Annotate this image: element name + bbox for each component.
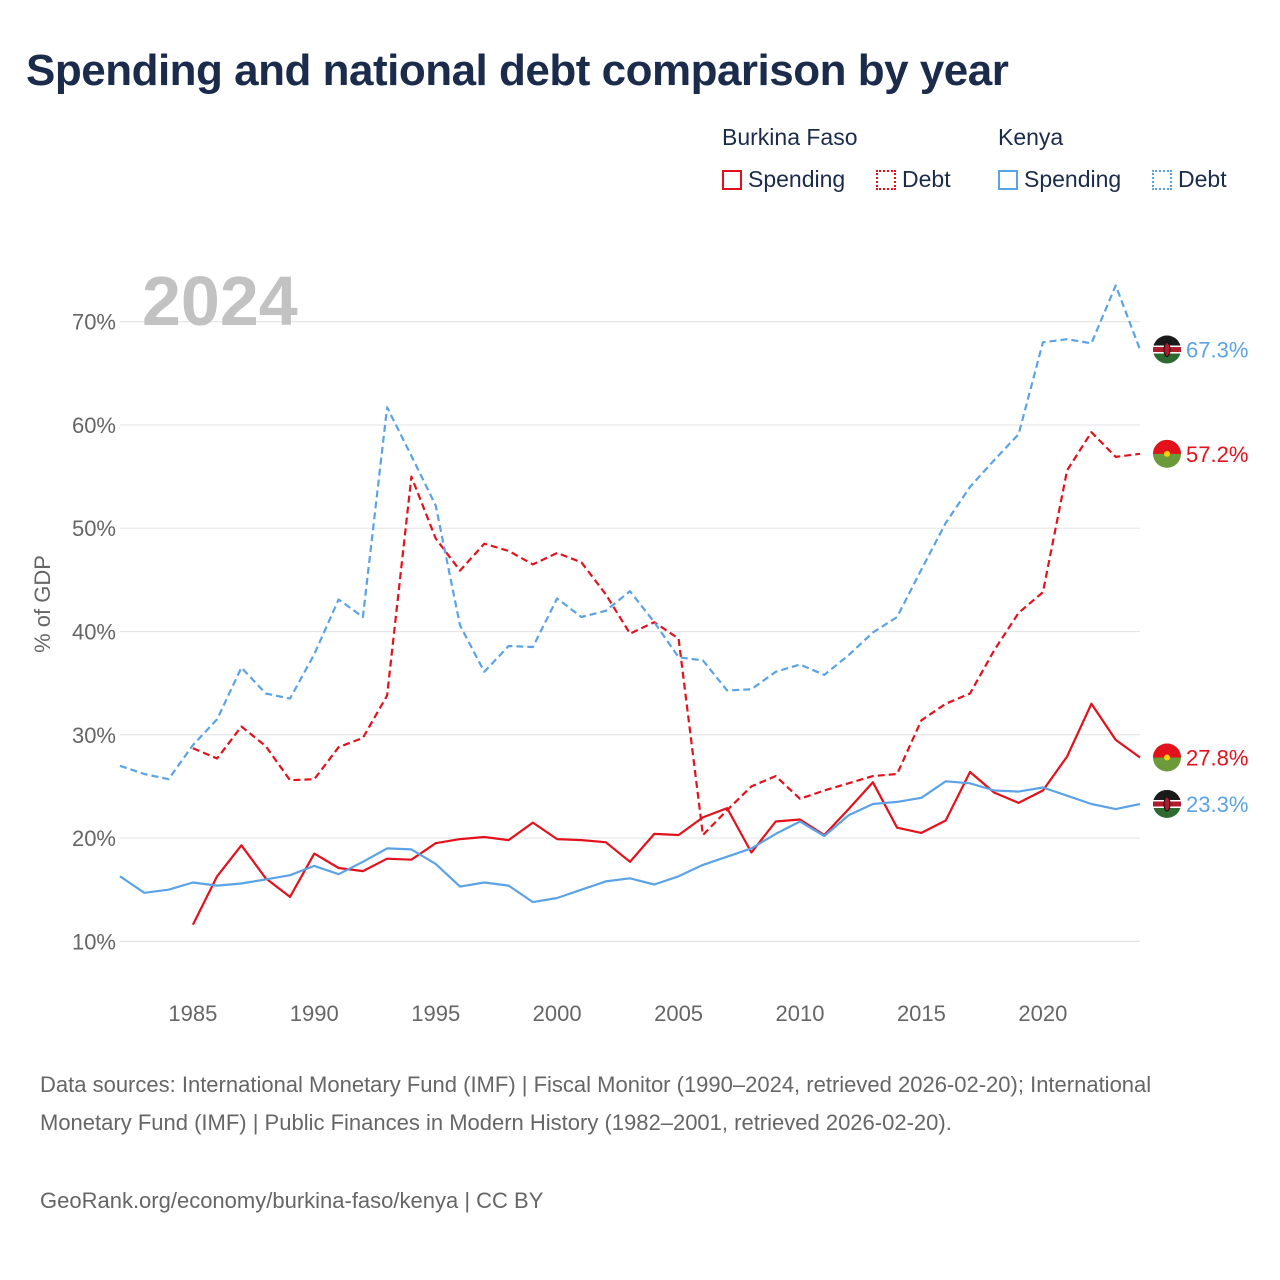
end-value-label: 57.2% (1186, 442, 1248, 467)
series-lines (119, 284, 1142, 926)
legend-item-burkina-debt[interactable]: Debt (876, 166, 951, 193)
burkina-faso-flag-icon (1153, 439, 1181, 468)
series-line-kenya-debt (119, 284, 1142, 781)
x-tick-label: 2010 (776, 1001, 825, 1026)
legend-label: Spending (748, 166, 846, 192)
line-chart: 2024 10% 20% 30% 40% 50% 60% 70% 1985 1990 1995 2… (30, 262, 1248, 1026)
burkina-faso-flag-icon (1153, 743, 1181, 772)
y-tick-label: 20% (72, 826, 116, 851)
x-tick-label: 2005 (654, 1001, 703, 1026)
legend-swatch-dotted-blue (1152, 169, 1172, 190)
legend-label: Debt (902, 166, 951, 192)
y-tick-label: 30% (72, 723, 116, 748)
x-tick-label: 2015 (897, 1001, 946, 1026)
end-value-label: 23.3% (1186, 792, 1248, 817)
legend-swatch-solid-red (722, 169, 742, 190)
grid-lines (120, 321, 1140, 942)
y-axis-ticks: 10% 20% 30% 40% 50% 60% 70% (72, 310, 116, 955)
y-axis-label: % of GDP (30, 555, 55, 653)
credit-link[interactable]: GeoRank.org/economy/burkina-faso/kenya |… (40, 1188, 544, 1213)
legend-label: Spending (1024, 166, 1122, 192)
series-line-kenya-spending (119, 780, 1141, 904)
year-watermark: 2024 (142, 262, 298, 340)
kenya-flag-icon (1153, 335, 1181, 364)
y-tick-label: 40% (72, 619, 116, 644)
y-tick-label: 10% (72, 929, 116, 954)
legend-swatch-dotted-red (876, 169, 896, 190)
page-title: Spending and national debt comparison by… (26, 46, 1009, 95)
legend-item-kenya-debt[interactable]: Debt (1152, 166, 1227, 193)
data-sources: Data sources: International Monetary Fun… (40, 1072, 1152, 1135)
y-tick-label: 70% (72, 310, 116, 335)
legend-label: Debt (1178, 166, 1227, 192)
legend-item-kenya-spending[interactable]: Spending (998, 166, 1121, 193)
x-tick-label: 1985 (168, 1001, 217, 1026)
x-tick-label: 1995 (411, 1001, 460, 1026)
y-tick-label: 50% (72, 516, 116, 541)
legend-swatch-solid-blue (998, 169, 1018, 190)
legend-item-burkina-spending[interactable]: Spending (722, 166, 845, 193)
y-tick-label: 60% (72, 413, 116, 438)
end-labels: 27.8% 57.2% 23.3% 67.3% (1153, 335, 1248, 818)
legend-group-kenya: Kenya (998, 124, 1064, 150)
kenya-flag-icon (1153, 789, 1181, 818)
series-line-burkina-faso-debt (192, 431, 1141, 837)
end-value-label: 67.3% (1186, 338, 1248, 363)
x-tick-label: 2000 (533, 1001, 582, 1026)
end-value-label: 27.8% (1186, 745, 1248, 770)
x-tick-label: 2020 (1018, 1001, 1067, 1026)
x-axis-ticks: 1985 1990 1995 2000 2005 2010 2015 2020 (168, 1001, 1067, 1026)
x-tick-label: 1990 (290, 1001, 339, 1026)
legend-group-burkina-faso: Burkina Faso (722, 124, 858, 150)
series-line-burkina-faso-spending (191, 702, 1141, 926)
